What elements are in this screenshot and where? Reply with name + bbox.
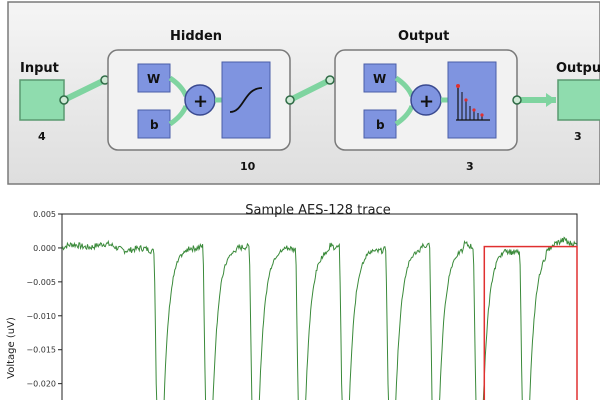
hidden-bias-block xyxy=(137,109,171,139)
output-weight-block xyxy=(363,63,397,93)
arrow-head xyxy=(546,93,556,107)
connector-node xyxy=(512,95,522,105)
input-size: 4 xyxy=(38,130,46,143)
y-tick-label: −0.020 xyxy=(26,380,56,389)
hidden-bias-label: b xyxy=(150,118,159,132)
input-label: Input xyxy=(20,61,59,76)
y-axis-ticks: 0.005 0.000 −0.005 −0.010 −0.015 −0.020 xyxy=(26,210,62,389)
chart-title: Sample AES-128 trace xyxy=(245,203,390,218)
input-block xyxy=(19,79,65,121)
y-tick-label: 0.005 xyxy=(33,210,56,219)
connector-node xyxy=(285,95,295,105)
hidden-size: 10 xyxy=(240,160,256,173)
trace-series-line xyxy=(61,236,577,400)
output-sum-symbol: + xyxy=(419,91,434,112)
sigmoid-icon xyxy=(229,87,263,113)
y-tick-label: −0.015 xyxy=(26,346,56,355)
connector-node xyxy=(325,75,335,85)
neural-network-diagram: Input 4 Hidden W b + 10 Output W b + xyxy=(7,1,600,185)
hidden-activation-block xyxy=(221,61,271,139)
hidden-weight-block xyxy=(137,63,171,93)
connector-hidden-output xyxy=(288,77,332,103)
output-size: 3 xyxy=(574,130,582,143)
hidden-bias-wire xyxy=(168,104,189,127)
output-bias-wire xyxy=(394,104,415,127)
output-layer-label: Output xyxy=(398,29,449,44)
connector-node xyxy=(59,95,69,105)
output-block xyxy=(557,79,600,121)
output-bias-block xyxy=(363,109,397,139)
y-tick-label: −0.010 xyxy=(26,312,56,321)
hidden-weight-wire xyxy=(168,75,189,98)
hidden-label: Hidden xyxy=(170,29,222,44)
trace-chart: Sample AES-128 trace Voltage (uV) 0.0050… xyxy=(6,203,578,400)
hidden-sum-symbol: + xyxy=(193,91,208,112)
output-activation-block xyxy=(447,61,497,139)
output-weight-wire xyxy=(394,75,415,98)
output-layer-size: 3 xyxy=(466,160,474,173)
y-axis-label: Voltage (uV) xyxy=(6,317,17,379)
highlight-box xyxy=(483,245,578,400)
y-tick-label: −0.005 xyxy=(26,278,56,287)
connector-input-hidden xyxy=(62,77,107,103)
output-label: Output xyxy=(556,61,600,76)
output-bias-label: b xyxy=(376,118,385,132)
hidden-weight-label: W xyxy=(147,72,160,86)
output-weight-label: W xyxy=(373,72,386,86)
plot-area xyxy=(61,213,578,400)
softmax-icon xyxy=(456,84,490,121)
y-tick-label: 0.000 xyxy=(33,244,56,253)
